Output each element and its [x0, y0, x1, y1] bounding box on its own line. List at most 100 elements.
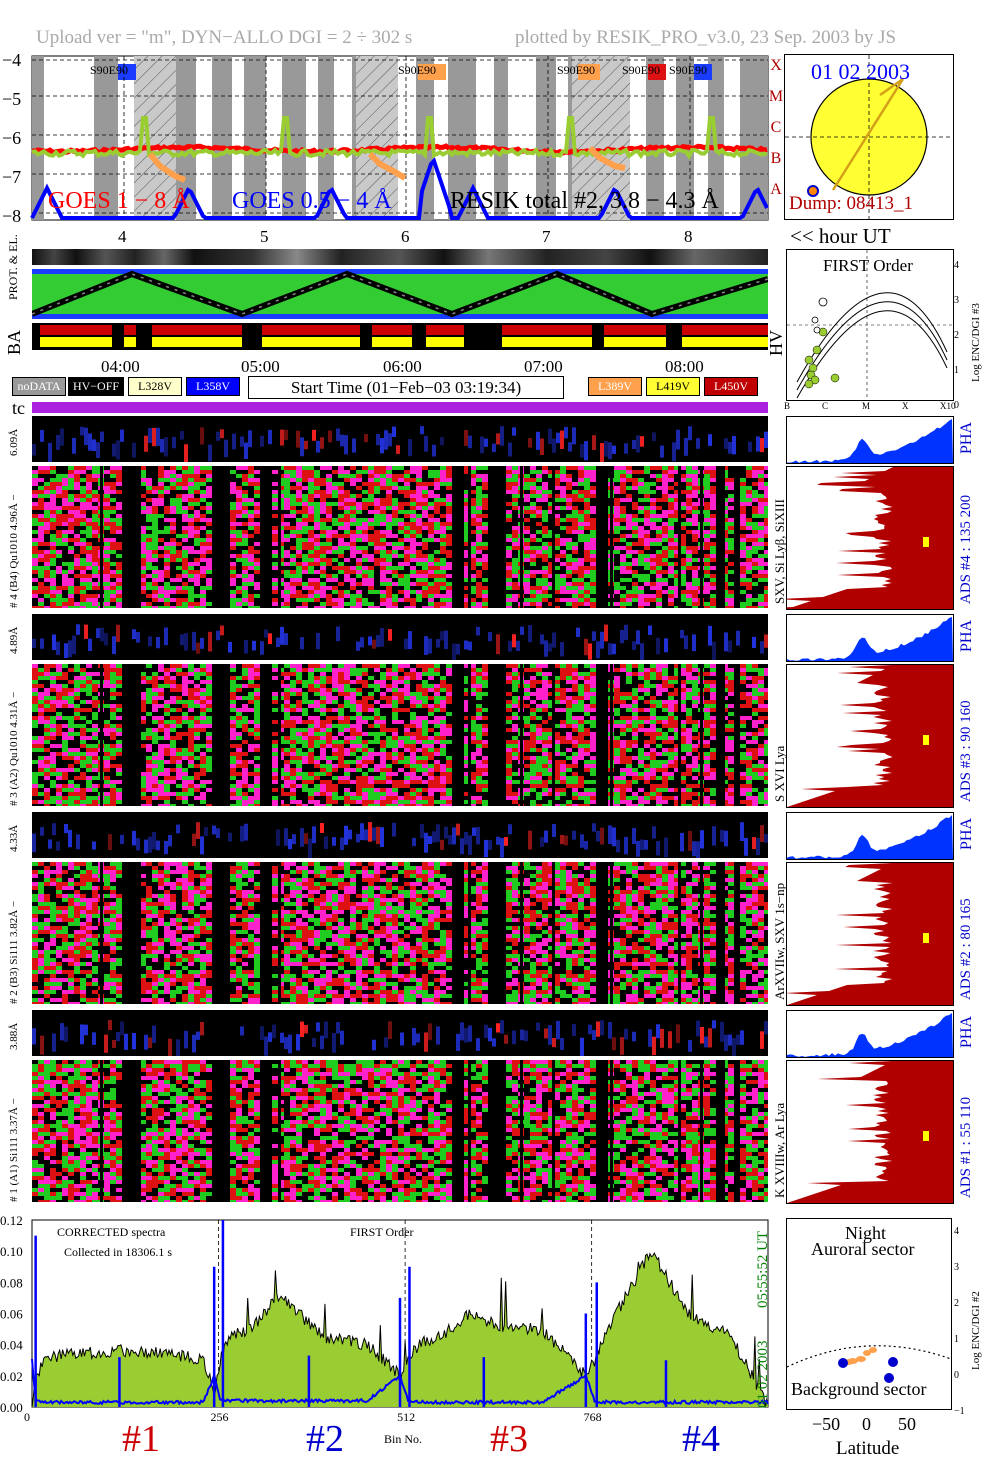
goes-ytick: −7 [2, 167, 21, 187]
orange-excursion [147, 152, 187, 183]
spectrum-xtick: 768 [584, 1410, 602, 1422]
start-time-box: Start Time (01−Feb−03 03:19:34) [248, 376, 564, 399]
pha-histogram [786, 416, 954, 464]
lat-tick: −50 [812, 1414, 841, 1434]
spectrum-ytick: 0.02 [0, 1369, 23, 1384]
ba-label: BA [4, 329, 24, 355]
first-order-ylabel: Log ENC/DGI #3 [970, 303, 982, 382]
event-label: S90E90 [398, 63, 437, 77]
bin-label: Bin No. [384, 1432, 423, 1446]
lines-label: K XVIIIw, Ar Lya [772, 1102, 787, 1198]
hour-tick: 5 [260, 227, 269, 246]
pha-fill [787, 1013, 953, 1057]
spectrogram [32, 1060, 770, 1204]
lat-tick: 50 [898, 1414, 916, 1434]
hvoff-legend: HV−OFF [68, 377, 124, 396]
ads-fill [747, 467, 953, 609]
pha-fill [787, 419, 953, 463]
ads-label: ADS #3 : 90 160 [958, 700, 974, 802]
ads-fill [783, 863, 953, 1005]
pha-label: PHA [958, 421, 975, 454]
pha-histogram [786, 614, 954, 662]
time-tick: 06:00 [383, 357, 422, 376]
auroral-label: Auroral sector [811, 1239, 915, 1259]
event-label: S90E90 [622, 63, 661, 77]
hv-label: HV [766, 330, 786, 356]
time-tick: 07:00 [524, 357, 563, 376]
spectrum-ytick: 0.00 [0, 1400, 23, 1415]
first-order-panel: FIRST Order [786, 249, 954, 401]
latitude-yticks: 4 3 2 1 0 −1 [954, 1226, 965, 1417]
legend-resik: RESIK total #2, 3.8 − 4.3 Å [450, 188, 719, 214]
spectrometer-label: # 2 (B3) Si111 3.82Å − [8, 900, 20, 1004]
spectrum-ytick: 0.08 [0, 1275, 23, 1290]
ads-histogram [747, 466, 954, 610]
orange-excursion [587, 145, 626, 171]
resik-total-line [31, 116, 768, 160]
ads-label: ADS #1 : 55 110 [958, 1096, 974, 1198]
collected-label: Collected in 18306.1 s [64, 1245, 172, 1259]
pha-strip [32, 812, 768, 861]
spectrum-xtick: 256 [211, 1410, 229, 1422]
corrected-label: CORRECTED spectra [57, 1225, 166, 1239]
latitude-xlabel: Latitude [836, 1438, 900, 1459]
hour-tick: 6 [401, 227, 410, 246]
time-tick: 04:00 [101, 357, 140, 376]
plotted-info: plotted by RESIK_PRO_v3.0, 23 Sep. 2003 … [515, 27, 897, 48]
upload-info: Upload ver = "m", DYN−ALLO DGI = 2 ÷ 302… [36, 27, 413, 48]
event-label: S90E90 [90, 63, 129, 77]
spectrometer-label: # 3 (A2) Qu1010 4.31Å − [8, 691, 20, 806]
sun-panel: 01 02 2003 Dump: 08413_1 [784, 54, 954, 220]
pha-fill [787, 617, 953, 661]
el-strip [32, 249, 768, 265]
section-1: #1 [122, 1418, 160, 1460]
lines-label: S XVI Lya [772, 745, 787, 802]
class-letters: X M C B A [768, 57, 784, 198]
l450-legend: L450V [704, 377, 758, 396]
lines-label: SXV, Si Lyβ, SiXIII [772, 499, 787, 604]
pha-strip [32, 614, 768, 663]
l389-legend: L389V [588, 377, 642, 396]
orange-excursion [367, 151, 407, 181]
ads-label: ADS #4 : 135 200 [958, 494, 974, 604]
ads-fill [787, 665, 953, 807]
latitude-ylabel: Log ENC/DGI #2 [970, 1291, 982, 1370]
legend-goes-long: GOES 1 − 8 Å [48, 188, 190, 214]
spectrometer-label: # 1 (A1) Si111 3.37Å − [8, 1098, 20, 1202]
lat-tick: 0 [862, 1414, 871, 1434]
spectrometer-label: # 4 (B4) Qu1010 4.96Å − [8, 494, 20, 608]
tc-bar [32, 402, 768, 413]
pha-strip [32, 416, 768, 463]
sun-date: 01 02 2003 [811, 59, 910, 84]
spectrum-time: 05:55:52 UT [755, 1230, 771, 1308]
spectrum-fill [32, 1253, 768, 1407]
spectrogram [32, 466, 770, 610]
ads-fill [787, 1061, 953, 1203]
goes-panel: −4 −5 −6 −7 −8 GOES 1 − 8 Å GOES 0.5 − 4 Å R… [0, 48, 783, 228]
time-tick: 08:00 [665, 357, 704, 376]
pha-wavelength-label: 6.09Å [8, 428, 20, 456]
spectrum-ytick: 0.12 [0, 1213, 23, 1228]
latitude-panel: Night Auroral sector Background sector [786, 1218, 952, 1410]
spectrogram [32, 664, 770, 808]
spectrum-ytick: 0.06 [0, 1307, 23, 1322]
pha-label: PHA [958, 1015, 975, 1048]
pha-wavelength-label: 4.89Å [8, 626, 20, 654]
tc-label: tc [12, 398, 25, 418]
time-tick: 05:00 [241, 357, 280, 376]
l328-legend: L328V [128, 377, 182, 396]
event-label: S90E90 [669, 63, 708, 77]
l419-legend: L419V [646, 377, 700, 396]
section-4: #4 [682, 1418, 720, 1460]
ads-histogram [786, 1060, 954, 1204]
pha-histogram [786, 812, 954, 860]
ads-histogram [783, 862, 954, 1006]
dump-label: Dump: 08413_1 [789, 193, 914, 214]
pha-label: PHA [958, 619, 975, 652]
l358-legend: L358V [186, 377, 240, 396]
night-label: Night [845, 1223, 887, 1243]
spectrum-date: 01 02 2003 [755, 1340, 771, 1409]
spectrum-xtick: 512 [397, 1410, 415, 1422]
pha-strip [32, 1010, 768, 1059]
